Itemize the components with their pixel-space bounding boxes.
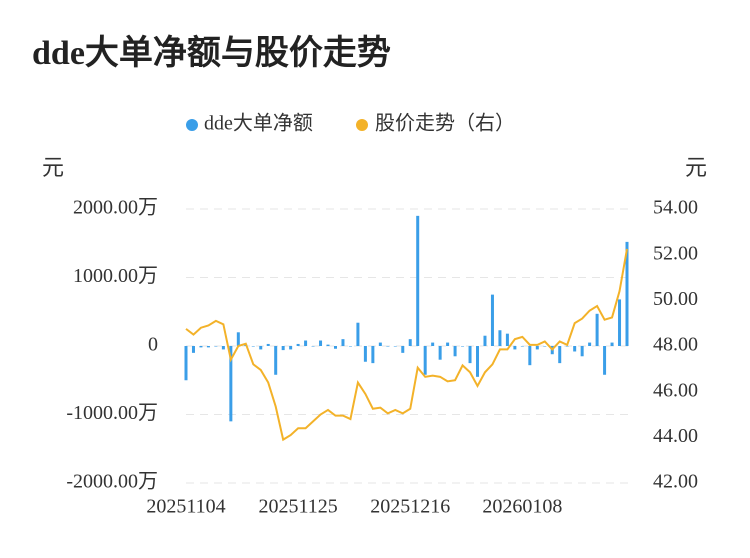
bar bbox=[348, 346, 352, 347]
x-tick-label: 20251216 bbox=[370, 496, 450, 518]
y-tick-label: 2000.00万 bbox=[73, 197, 158, 219]
bar bbox=[558, 346, 562, 364]
bar bbox=[528, 346, 532, 366]
bar bbox=[311, 346, 315, 347]
bar bbox=[438, 346, 442, 360]
bar bbox=[565, 346, 569, 347]
bar bbox=[214, 346, 218, 347]
bar bbox=[453, 346, 457, 357]
bar bbox=[333, 346, 337, 349]
y2-tick-label: 54.00 bbox=[653, 197, 698, 219]
price-line bbox=[185, 248, 628, 442]
bar bbox=[341, 339, 345, 346]
legend-label: dde大单净额 bbox=[204, 112, 313, 135]
bar bbox=[573, 346, 577, 352]
y2-tick-label: 50.00 bbox=[653, 288, 698, 310]
y-tick-label: 0 bbox=[148, 334, 158, 356]
bar bbox=[319, 340, 323, 346]
bar bbox=[423, 346, 427, 375]
chart-title: dde大单净额与股价走势 bbox=[32, 34, 391, 72]
y-tick-label: -1000.00万 bbox=[66, 402, 158, 424]
bar bbox=[266, 343, 270, 346]
bar bbox=[580, 346, 584, 357]
y2-tick-label: 42.00 bbox=[653, 471, 698, 493]
y2-tick-label: 44.00 bbox=[653, 425, 698, 447]
y-tick-label: 1000.00万 bbox=[73, 265, 158, 287]
y2-tick-label: 46.00 bbox=[653, 379, 698, 401]
bar bbox=[408, 339, 412, 346]
bar bbox=[378, 342, 382, 346]
bar bbox=[289, 346, 293, 350]
bar bbox=[393, 346, 397, 347]
bar bbox=[543, 346, 547, 347]
bar bbox=[468, 346, 472, 364]
bar bbox=[603, 346, 607, 375]
bar bbox=[281, 346, 285, 351]
bar bbox=[461, 346, 465, 347]
x-tick-label: 20251125 bbox=[258, 496, 337, 518]
bar bbox=[490, 294, 494, 346]
bar bbox=[446, 342, 450, 346]
bar bbox=[356, 322, 360, 346]
y2-tick-label: 48.00 bbox=[653, 334, 698, 356]
bar bbox=[326, 344, 330, 346]
x-tick-label: 20251104 bbox=[146, 496, 225, 518]
bar bbox=[401, 346, 405, 353]
x-tick-label: 20260108 bbox=[482, 496, 562, 518]
bar bbox=[229, 346, 233, 422]
bar bbox=[206, 346, 210, 348]
bar bbox=[505, 333, 509, 346]
bar bbox=[535, 346, 539, 350]
bar bbox=[199, 346, 203, 348]
bar bbox=[498, 330, 502, 346]
bar bbox=[386, 346, 390, 347]
bar bbox=[610, 342, 614, 346]
legend-marker bbox=[356, 119, 368, 131]
bar bbox=[595, 313, 599, 346]
legend-label: 股价走势（右） bbox=[375, 112, 515, 135]
y-tick-label: -2000.00万 bbox=[66, 471, 158, 493]
bar bbox=[588, 342, 592, 346]
bar bbox=[625, 241, 629, 346]
bar bbox=[296, 343, 300, 346]
bar bbox=[618, 299, 622, 346]
bar bbox=[416, 215, 420, 346]
legend-marker bbox=[186, 119, 198, 131]
bar bbox=[431, 342, 435, 346]
bar bbox=[363, 346, 367, 362]
bar bbox=[251, 346, 255, 347]
bar bbox=[520, 346, 524, 347]
bar bbox=[513, 346, 517, 350]
bar bbox=[236, 332, 240, 346]
bar bbox=[483, 335, 487, 346]
y2-tick-label: 52.00 bbox=[653, 242, 698, 264]
bar bbox=[184, 346, 188, 381]
bar bbox=[274, 346, 278, 375]
bar bbox=[476, 346, 480, 377]
bar bbox=[259, 346, 263, 350]
bar bbox=[371, 346, 375, 364]
bar bbox=[304, 340, 308, 346]
y2-axis-label: 元 bbox=[685, 155, 707, 180]
y-axis-label: 元 bbox=[42, 155, 64, 180]
bar bbox=[191, 346, 195, 353]
bar bbox=[221, 346, 225, 350]
